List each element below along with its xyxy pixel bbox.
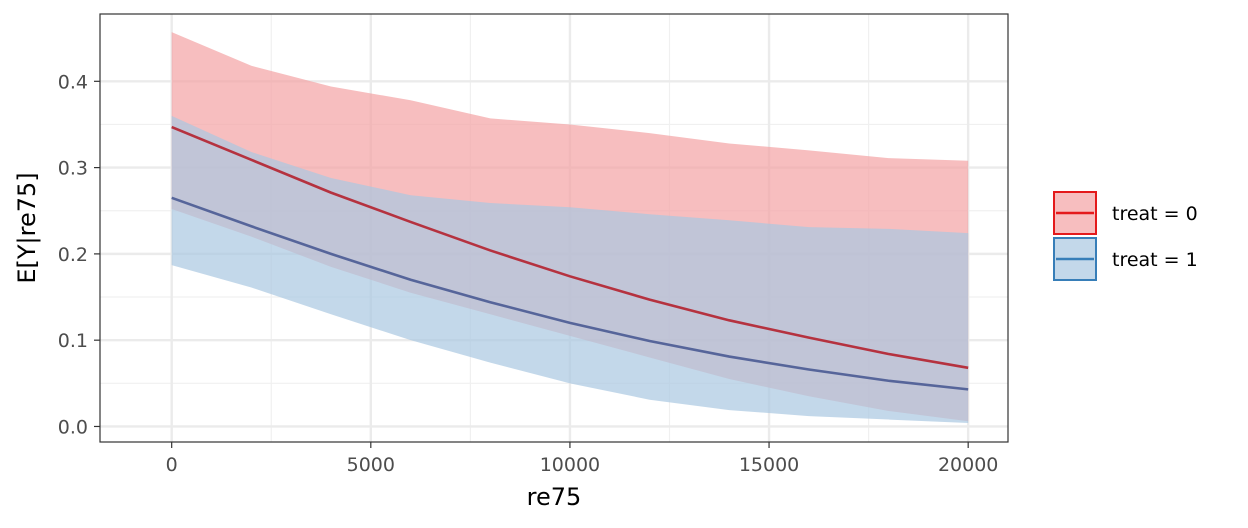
confidence-bands — [171, 32, 969, 424]
y-tick-label: 0.2 — [58, 244, 88, 266]
plot-border — [99, 13, 1009, 443]
y-tick-label: 0.4 — [58, 71, 88, 93]
series-line-1 — [171, 196, 969, 391]
legend-label-1: treat = 1 — [1112, 249, 1198, 271]
series-line-0 — [171, 125, 969, 370]
confidence-band-series-1 — [171, 115, 969, 424]
y-tick-label: 0.1 — [58, 330, 88, 352]
y-axis-title: E[Y|re75] — [13, 172, 41, 283]
y-tick-label: 0.0 — [58, 416, 88, 438]
x-tick-label: 5000 — [347, 454, 395, 476]
x-tick-label: 10000 — [540, 454, 600, 476]
series-lines — [171, 125, 969, 391]
x-axis: 0 5000 10000 15000 20000 — [166, 442, 998, 476]
y-tick-label: 0.3 — [58, 158, 88, 180]
x-axis-title: re75 — [527, 483, 582, 511]
legend: treat = 0 treat = 1 — [1053, 191, 1198, 281]
x-tick-label: 0 — [166, 454, 178, 476]
y-axis: 0.0 0.1 0.2 0.3 0.4 — [58, 71, 100, 438]
legend-label-0: treat = 0 — [1112, 203, 1198, 225]
x-tick-label: 15000 — [739, 454, 799, 476]
x-tick-label: 20000 — [938, 454, 998, 476]
